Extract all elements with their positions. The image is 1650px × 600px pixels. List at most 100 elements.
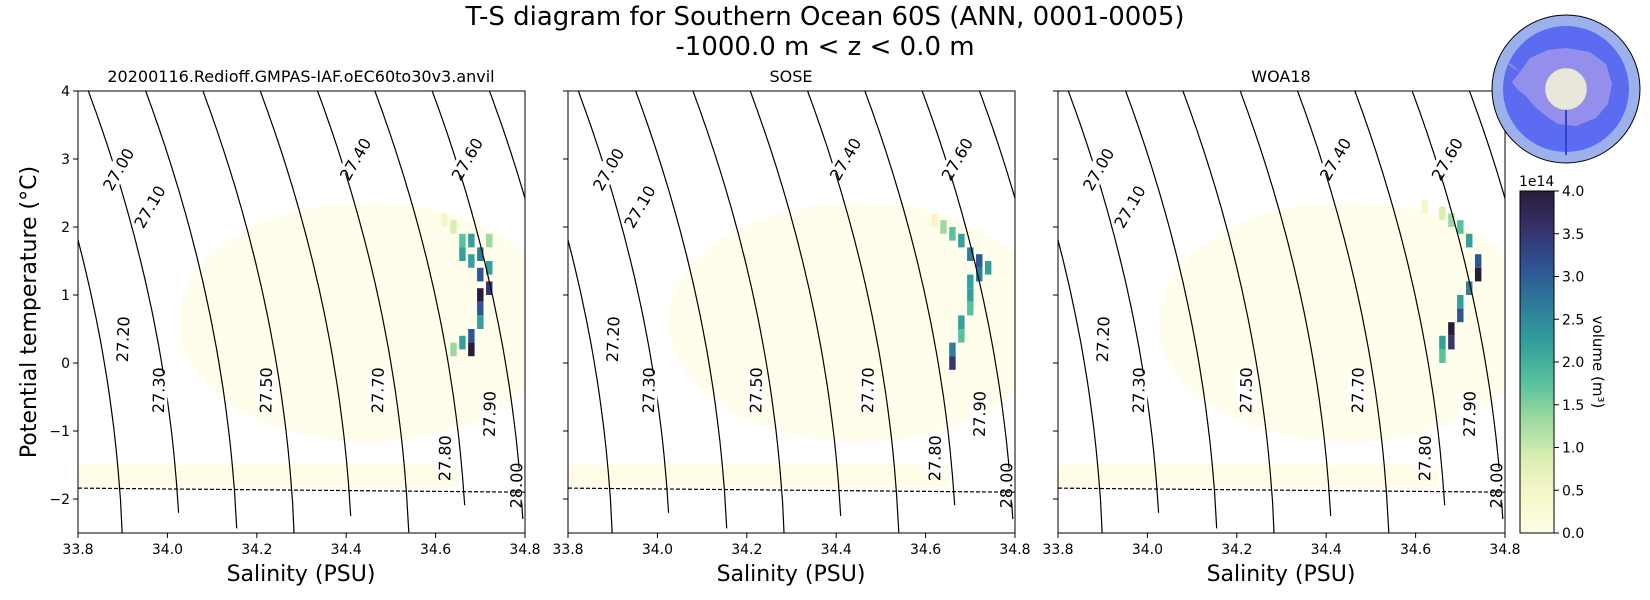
colorbar-gradient [1519, 190, 1555, 534]
volume-glow-near-freezing [78, 465, 458, 487]
x-tick-label: 33.8 [1042, 542, 1073, 558]
colorbar: 1e14 volume (m³) 0.0 0.5 1.0 1.5 2.0 2.5 3.0 3.… [1519, 174, 1607, 542]
density-contour-27-7 [374, 91, 466, 506]
contour-label: 27.30 [149, 367, 169, 413]
colorbar-tick-label: 3.0 [1562, 270, 1584, 286]
density-contour-27-2 [87, 91, 180, 513]
contour-label-bg [101, 149, 135, 189]
volume-cell [967, 274, 974, 289]
contour-label: 28.00 [1487, 462, 1506, 508]
contour-label-bg [940, 139, 974, 179]
volume-cell [967, 301, 974, 316]
contour-label: 27.10 [620, 182, 659, 231]
density-contour-27-1 [568, 237, 613, 533]
antarctic-peninsula-shape [1503, 58, 1520, 72]
volume-cell [949, 227, 956, 241]
contour-label-bg [623, 187, 656, 226]
volume-cell [1466, 233, 1473, 248]
volume-cell [958, 315, 965, 329]
volume-glow-near-freezing [568, 465, 948, 487]
density-contour-27-8 [1411, 91, 1504, 520]
volume-cell [1439, 206, 1446, 221]
contour-label-bg [1486, 468, 1505, 503]
colorbar-tick-label: 3.5 [1562, 227, 1584, 243]
volume-cell [468, 329, 475, 343]
colorbar-label: volume (m³) [1589, 316, 1607, 409]
contour-label: 27.30 [1129, 367, 1149, 413]
colorbar-tick-label: 2.0 [1562, 355, 1584, 371]
colorbar-tick-label: 0.5 [1562, 483, 1584, 499]
y-tick-label: 0 [61, 356, 70, 372]
volume-cell [459, 247, 466, 261]
x-tick-label: 34.0 [642, 542, 673, 558]
contour-label-bg [1318, 139, 1352, 179]
figure-title-line2: -1000.0 m < z < 0.0 m [675, 32, 975, 62]
contour-label: 27.30 [639, 367, 659, 413]
contour-label: 27.40 [826, 135, 865, 184]
contour-label-bg [149, 373, 168, 408]
volume-cell [1474, 267, 1482, 282]
contour-label: 27.00 [589, 145, 628, 194]
contour-label: 27.40 [336, 135, 375, 184]
y-tick-label: 1 [61, 288, 70, 304]
density-contour-27-6 [806, 91, 900, 533]
y-tick-label: −2 [49, 492, 70, 508]
volume-cell [1448, 322, 1455, 336]
volume-cell [949, 342, 956, 357]
density-contour-27-1 [78, 237, 123, 533]
colorbar-multiplier: 1e14 [1519, 174, 1554, 190]
freezing-line [568, 487, 1015, 493]
density-contour-27-5 [1239, 91, 1332, 516]
volume-cell [1466, 281, 1473, 295]
contour-label-bg [925, 441, 944, 476]
y-tick-label: 2 [61, 220, 70, 236]
volume-cell [477, 247, 484, 261]
x-axis-label-sose: Salinity (PSU) [717, 562, 866, 587]
volume-glow-near-freezing [1058, 465, 1438, 487]
volume-cell [486, 281, 493, 295]
volume-cell [486, 233, 493, 248]
contour-label-bg [603, 321, 623, 357]
contour-label-bg [368, 373, 387, 408]
x-tick-label: 34.6 [1400, 542, 1431, 558]
contour-label: 27.50 [256, 367, 276, 413]
volume-cell [1457, 220, 1464, 234]
volume-cell [984, 261, 992, 275]
x-tick-label: 34.2 [731, 542, 762, 558]
contour-label-bg [746, 373, 766, 408]
x-tick-label: 34.8 [999, 542, 1030, 558]
contour-label: 27.90 [1460, 391, 1480, 437]
volume-cell [958, 233, 965, 248]
colorbar-tick-label: 4.0 [1562, 184, 1584, 200]
volume-cell [477, 288, 484, 302]
contour-label-bg [113, 321, 133, 357]
volume-cell [949, 356, 956, 370]
contour-label-bg [591, 149, 625, 189]
contour-label: 27.70 [368, 367, 388, 413]
volume-cell [468, 254, 475, 268]
volume-cell [1439, 349, 1446, 363]
contour-label-bg [1348, 373, 1367, 408]
contour-label: 27.80 [925, 435, 945, 481]
density-contour-27-9 [488, 91, 525, 201]
contour-label-bg [450, 139, 484, 179]
x-tick-label: 34.6 [910, 542, 941, 558]
contour-label: 27.40 [1316, 135, 1355, 184]
x-axis-label-woa18: Salinity (PSU) [1207, 562, 1356, 587]
volume-cell [477, 267, 484, 282]
density-contour-27-4 [1182, 91, 1275, 533]
y-tick-label: −1 [49, 424, 70, 440]
x-tick-label: 34.4 [331, 542, 362, 558]
contour-label: 27.90 [480, 391, 500, 437]
contour-label: 28.00 [997, 462, 1016, 508]
contour-label: 28.00 [507, 462, 526, 508]
density-contour-27-2 [577, 91, 670, 513]
contour-label: 27.80 [435, 435, 455, 481]
volume-cell [459, 233, 466, 248]
inset-pole-hole [1544, 67, 1588, 111]
volume-cell [450, 342, 457, 357]
contour-label: 27.50 [1236, 367, 1256, 413]
